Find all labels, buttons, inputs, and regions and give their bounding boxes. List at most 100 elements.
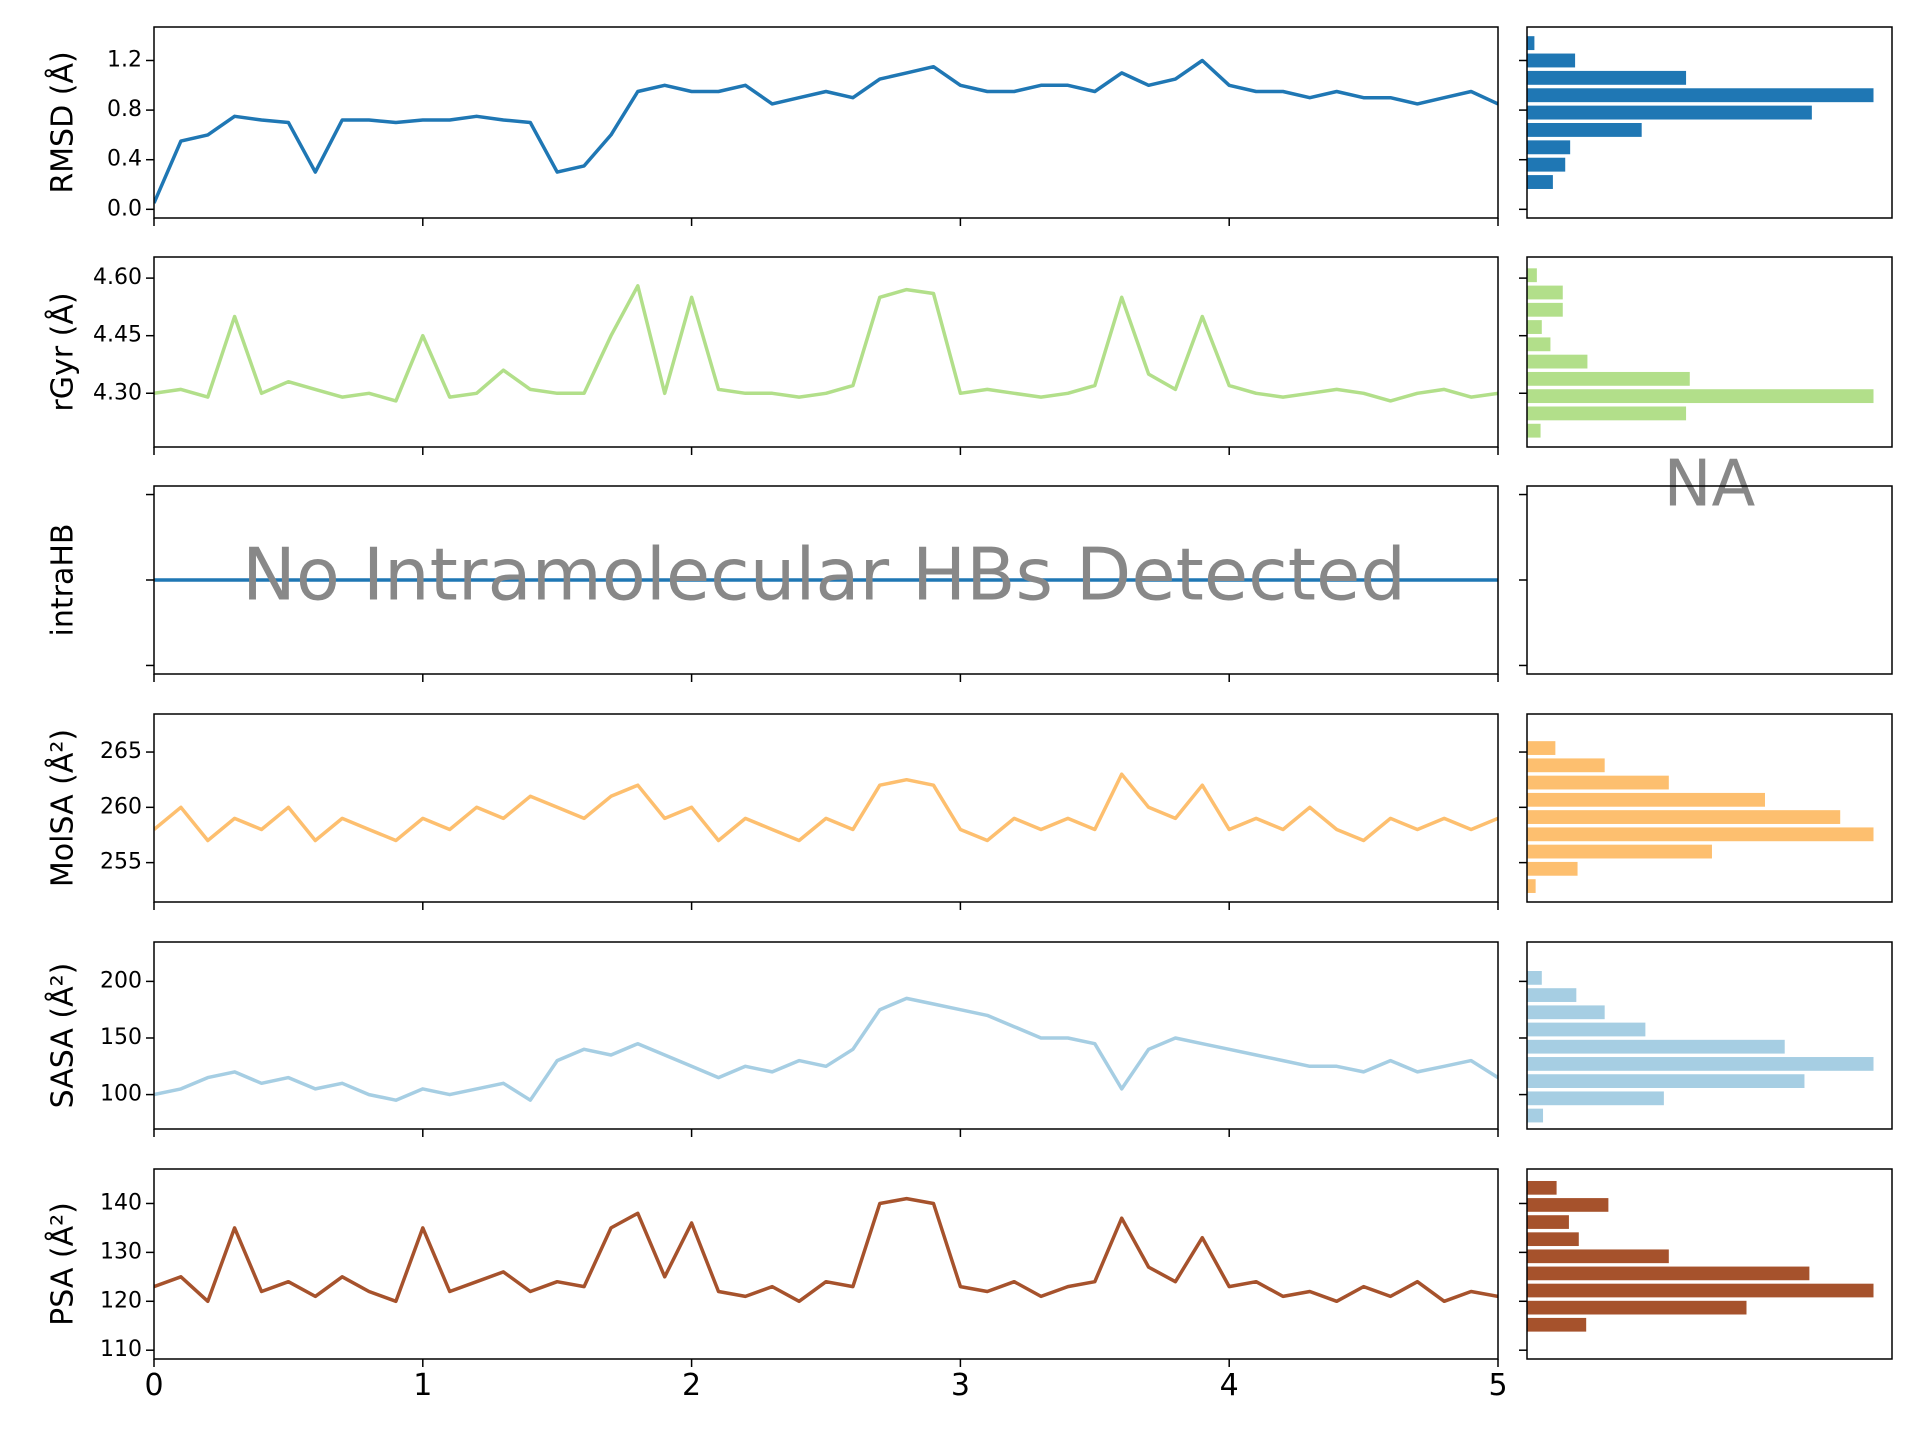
- histogram-bar: [1527, 1198, 1609, 1212]
- histogram-bar: [1527, 1283, 1874, 1298]
- axes-frame: [1526, 1168, 1893, 1360]
- y-tick-label: 4.60: [93, 265, 142, 290]
- histogram-panel: [1519, 1168, 1893, 1360]
- axes-frame: [1526, 713, 1893, 903]
- histogram-bar: [1527, 371, 1690, 386]
- histogram-bar: [1527, 1300, 1747, 1315]
- y-axis-label: SASA (Å²): [45, 963, 81, 1109]
- y-axis-label: intraHB: [46, 524, 81, 637]
- y-tick-label: 110: [100, 1337, 142, 1362]
- histogram-bar: [1527, 988, 1577, 1002]
- histogram-bar: [1527, 775, 1669, 790]
- histogram-bar: [1527, 285, 1563, 300]
- line-panel: intraHB No Intramolecular HBs Detected: [46, 485, 1499, 682]
- line-panel: 255 260 265 MolSA (Å²): [45, 713, 1499, 910]
- histogram-bar: [1527, 1232, 1579, 1247]
- data-line: [154, 284, 1498, 403]
- histogram-bar: [1527, 1039, 1785, 1054]
- histogram-bar: [1527, 1180, 1557, 1195]
- y-tick-label: 265: [100, 739, 142, 764]
- data-line: [154, 996, 1498, 1102]
- histogram-bar: [1527, 1249, 1669, 1264]
- axes-frame: [1526, 256, 1893, 448]
- histogram-bar: [1527, 1057, 1874, 1071]
- axes-frame: [153, 713, 1499, 903]
- histogram-bar: [1527, 406, 1687, 421]
- axes-frame: [1526, 26, 1893, 219]
- histogram-panel: [1519, 256, 1893, 448]
- x-tick-label: 2: [682, 1368, 701, 1403]
- y-tick-label: 120: [100, 1288, 142, 1313]
- axes-frame: [1526, 485, 1893, 675]
- axes-frame: [1526, 941, 1893, 1130]
- histogram-bar: [1527, 1317, 1587, 1332]
- histogram-bar: [1527, 844, 1712, 859]
- line-panel: 0.0 0.4 0.8 1.2 RMSD (Å): [45, 26, 1499, 226]
- y-tick-label: 150: [100, 1025, 142, 1050]
- histogram-bar: [1527, 70, 1687, 85]
- y-tick-label: 0.8: [107, 97, 142, 122]
- y-tick-label: 1.2: [107, 47, 142, 72]
- y-tick-label: 140: [100, 1190, 142, 1215]
- annotation: No Intramolecular HBs Detected: [242, 533, 1406, 617]
- histogram-bar: [1527, 971, 1542, 985]
- histogram-bar: [1527, 354, 1588, 369]
- histogram-bar: [1527, 1108, 1544, 1123]
- histogram-bar: [1527, 337, 1551, 352]
- histogram-bar: [1527, 268, 1537, 283]
- y-tick-label: 255: [100, 850, 142, 875]
- x-tick-label: 3: [951, 1368, 970, 1403]
- x-tick-label: 5: [1488, 1368, 1507, 1403]
- histogram-bar: [1527, 741, 1556, 755]
- histogram-bar: [1527, 1266, 1810, 1281]
- data-line: [154, 1196, 1498, 1304]
- axes-frame: [153, 1168, 1499, 1360]
- histogram-bar: [1527, 389, 1874, 404]
- histogram-panel: [1519, 941, 1893, 1130]
- y-tick-label: 4.45: [93, 323, 142, 348]
- histogram-bar: [1527, 320, 1542, 334]
- histogram-bar: [1527, 1005, 1605, 1020]
- histogram-bar: [1527, 792, 1765, 807]
- histogram-panel: NA: [1519, 448, 1893, 675]
- y-tick-label: 200: [100, 968, 142, 993]
- histogram-bar: [1527, 105, 1812, 120]
- histogram-bar: [1527, 879, 1536, 893]
- y-axis-label: MolSA (Å²): [45, 729, 81, 887]
- axes-frame: [153, 485, 1499, 675]
- histogram-bar: [1527, 827, 1874, 842]
- axes-frame: [153, 26, 1499, 219]
- y-tick-label: 0.4: [107, 147, 142, 172]
- y-axis-label: RMSD (Å): [45, 51, 81, 193]
- line-panel: 4.30 4.45 4.60 rGyr (Å): [45, 256, 1499, 455]
- histogram-bar: [1527, 140, 1571, 155]
- y-tick-label: 100: [100, 1082, 142, 1107]
- axes-frame: [153, 941, 1499, 1130]
- y-tick-label: 4.30: [93, 380, 142, 405]
- histogram-bar: [1527, 53, 1576, 68]
- x-tick-label: 4: [1220, 1368, 1239, 1403]
- line-panel: 100 150 200 SASA (Å²): [45, 941, 1499, 1137]
- histogram-bar: [1527, 810, 1841, 824]
- histogram-bar: [1527, 1091, 1664, 1106]
- data-line: [154, 772, 1498, 843]
- y-tick-label: 260: [100, 794, 142, 819]
- histogram-bar: [1527, 423, 1541, 438]
- y-axis-label: rGyr (Å): [45, 292, 81, 411]
- histogram-bar: [1527, 88, 1874, 103]
- histogram-bar: [1527, 122, 1642, 137]
- histogram-bar: [1527, 1022, 1646, 1037]
- histogram-bar: [1527, 1074, 1805, 1089]
- annotation: NA: [1664, 448, 1756, 522]
- y-tick-label: 0.0: [107, 196, 142, 221]
- y-axis-label: PSA (Å²): [45, 1202, 81, 1326]
- histogram-panel: [1519, 713, 1893, 903]
- line-panel: 110 120 130 140 0 1 2 3 4 5 PSA (Å²): [45, 1168, 1508, 1403]
- data-line: [154, 58, 1498, 204]
- histogram-bar: [1527, 861, 1578, 876]
- histogram-bar: [1527, 175, 1553, 189]
- axes-frame: [153, 256, 1499, 448]
- histogram-bar: [1527, 157, 1566, 172]
- y-tick-label: 130: [100, 1239, 142, 1264]
